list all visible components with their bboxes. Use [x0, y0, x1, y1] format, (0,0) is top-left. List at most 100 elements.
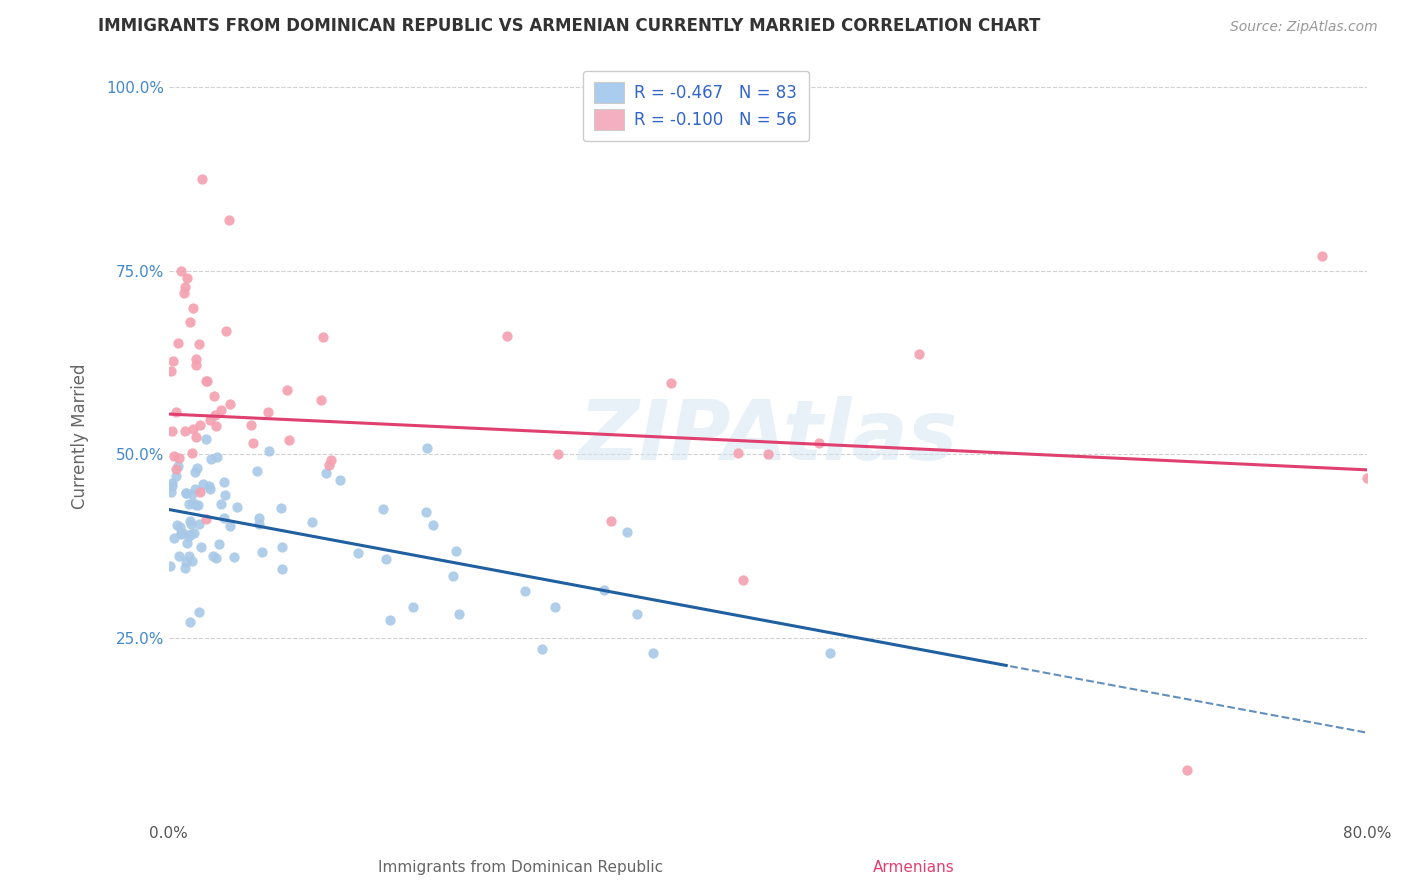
Point [179, 315, 201, 329]
Point [184, 465, 207, 479]
Point [214, 488, 236, 502]
Point [215, 324, 238, 338]
Point [186, 461, 208, 475]
Point [301, 515, 323, 529]
Point [181, 554, 204, 568]
Point [198, 482, 221, 496]
Point [174, 555, 197, 569]
Point [166, 459, 188, 474]
Point [174, 280, 197, 294]
Legend: R = -0.467   N = 83, R = -0.100   N = 56: R = -0.467 N = 83, R = -0.100 N = 56 [583, 70, 808, 141]
Point [218, 518, 240, 533]
Point [1355, 471, 1378, 485]
Point [378, 614, 401, 628]
Point [190, 172, 212, 186]
Point [311, 393, 333, 408]
Point [733, 574, 755, 588]
Point [329, 473, 352, 487]
Point [616, 525, 638, 540]
Point [183, 525, 205, 540]
Point [246, 464, 269, 478]
Point [188, 418, 211, 433]
Point [176, 535, 198, 549]
Point [173, 285, 195, 300]
Point [174, 486, 197, 500]
Point [186, 498, 208, 512]
Point [180, 517, 202, 532]
Point [319, 453, 342, 467]
Point [165, 404, 187, 418]
Point [166, 518, 188, 533]
Point [544, 599, 567, 614]
Point [163, 531, 186, 545]
Point [659, 376, 682, 391]
Point [270, 500, 292, 515]
Point [277, 433, 299, 447]
Point [222, 549, 245, 564]
Point [818, 646, 841, 660]
Point [375, 552, 398, 566]
Point [247, 516, 270, 531]
Point [515, 584, 537, 599]
Point [626, 607, 648, 622]
Point [415, 504, 437, 518]
Point [162, 354, 184, 368]
Point [167, 549, 190, 563]
Point [173, 424, 195, 438]
Point [276, 384, 298, 398]
Point [181, 496, 204, 510]
Point [250, 544, 273, 558]
Point [240, 418, 263, 433]
Point [188, 484, 211, 499]
Point [187, 498, 209, 512]
Point [198, 479, 221, 493]
Point [177, 497, 200, 511]
Point [312, 330, 335, 344]
Point [160, 478, 183, 492]
Point [209, 497, 232, 511]
Point [172, 526, 194, 541]
Point [443, 568, 465, 582]
Point [347, 546, 370, 560]
Point [160, 484, 183, 499]
Point [191, 476, 214, 491]
Point [180, 527, 202, 541]
Point [205, 550, 228, 565]
Point [212, 511, 235, 525]
Point [195, 511, 218, 525]
Point [643, 646, 665, 660]
Point [188, 516, 211, 531]
Point [184, 351, 207, 366]
Point [371, 502, 394, 516]
Text: Armenians: Armenians [873, 861, 955, 875]
Text: IMMIGRANTS FROM DOMINICAN REPUBLIC VS ARMENIAN CURRENTLY MARRIED CORRELATION CHA: IMMIGRANTS FROM DOMINICAN REPUBLIC VS AR… [98, 17, 1040, 35]
Point [160, 364, 183, 378]
Point [200, 412, 222, 426]
Point [179, 514, 201, 528]
Point [496, 329, 519, 343]
Point [204, 408, 226, 422]
Point [184, 430, 207, 444]
Point [190, 540, 212, 554]
Text: ZIPAtlas: ZIPAtlas [578, 395, 957, 476]
Point [170, 526, 193, 541]
Point [174, 560, 197, 574]
Point [159, 558, 181, 573]
Point [195, 374, 218, 388]
Point [271, 562, 294, 576]
Point [315, 466, 337, 480]
Text: Immigrants from Dominican Republic: Immigrants from Dominican Republic [378, 861, 662, 875]
Point [165, 469, 187, 483]
Point [174, 486, 197, 500]
Point [195, 374, 218, 388]
Y-axis label: Currently Married: Currently Married [72, 363, 89, 508]
Point [179, 615, 201, 630]
Point [599, 514, 621, 528]
Point [160, 424, 183, 438]
Point [208, 536, 231, 550]
Point [218, 397, 240, 411]
Point [184, 358, 207, 372]
Point [160, 475, 183, 490]
Point [907, 347, 929, 361]
Point [257, 443, 280, 458]
